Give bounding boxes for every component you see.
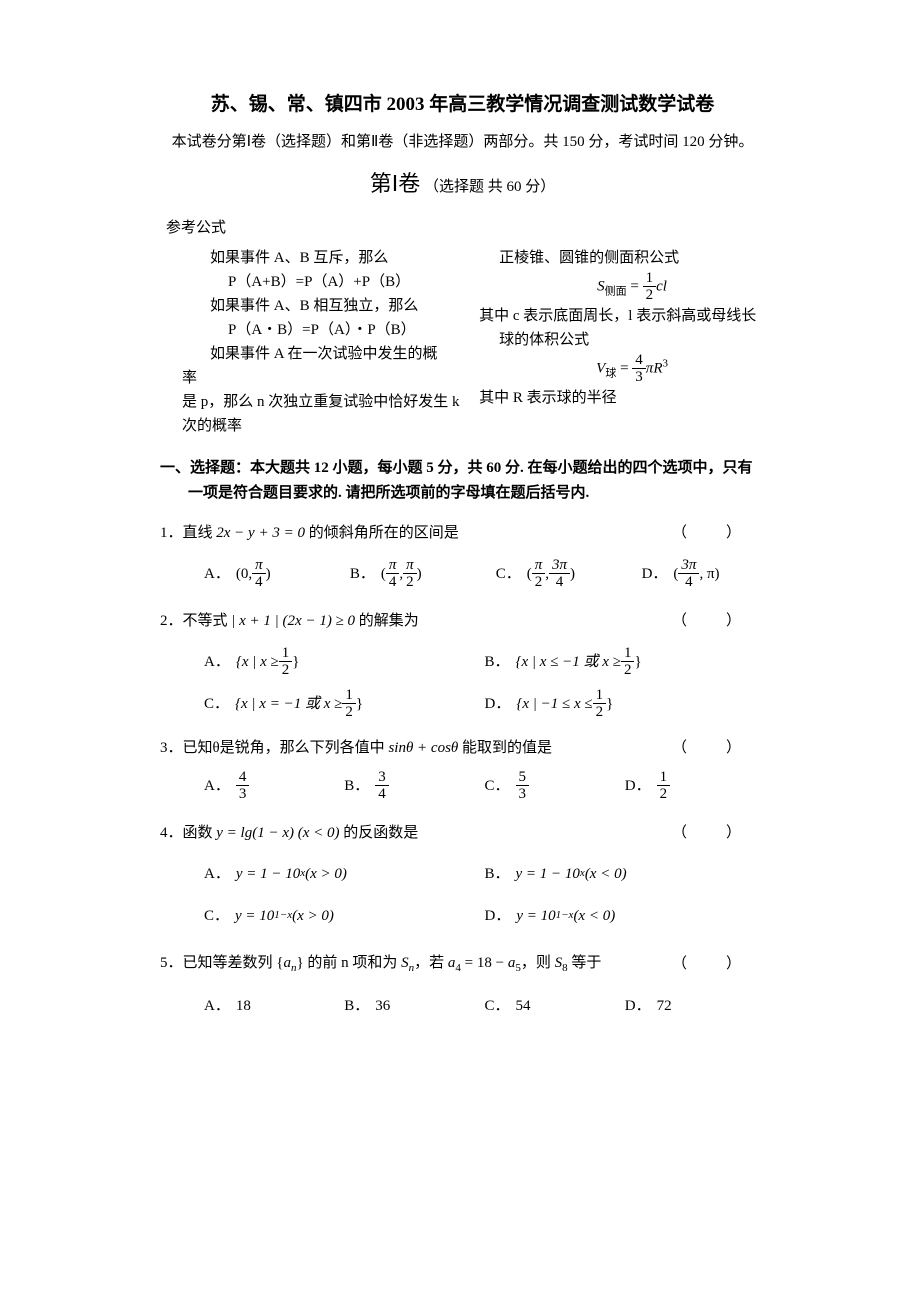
ref-l1: 如果事件 A、B 互斥，那么 bbox=[210, 246, 489, 270]
q4-options: A．y = 1 − 10x (x > 0) B．y = 1 − 10x (x <… bbox=[160, 853, 765, 937]
ref-r4: 球的体积公式 bbox=[499, 328, 765, 352]
question-5: 5．已知等差数列 {an} 的前 n 项和为 Sn，若 a4 = 18 − a5… bbox=[160, 951, 765, 1028]
q2-opt-a: A．{x | x ≥ 12} bbox=[204, 641, 485, 683]
q5-options: A．18 B．36 C．54 D．72 bbox=[160, 985, 765, 1027]
q1-opt-c: C．(π2, 3π4) bbox=[496, 553, 642, 595]
exam-subtitle: 本试卷分第Ⅰ卷（选择题）和第Ⅱ卷（非选择题）两部分。共 150 分，考试时间 1… bbox=[160, 130, 765, 154]
ref-l7: 次的概率 bbox=[182, 414, 489, 438]
question-1: 1．直线 2x − y + 3 = 0 的倾斜角所在的区间是 （ ） A．(0,… bbox=[160, 521, 765, 595]
q1-stem: 1．直线 2x − y + 3 = 0 的倾斜角所在的区间是 （ ） bbox=[160, 521, 765, 545]
reference-formulas: 如果事件 A、B 互斥，那么 P（A+B）=P（A）+P（B） 如果事件 A、B… bbox=[160, 246, 765, 438]
exam-title: 苏、锡、常、镇四市 2003 年高三教学情况调查测试数学试卷 bbox=[160, 90, 765, 120]
q2-stem: 2．不等式 | x + 1 | (2x − 1) ≥ 0 的解集为 （ ） bbox=[160, 609, 765, 633]
ref-r1: 正棱锥、圆锥的侧面积公式 bbox=[499, 246, 765, 270]
answer-bracket: （ ） bbox=[672, 609, 765, 633]
q4-opt-a: A．y = 1 − 10x (x > 0) bbox=[204, 853, 485, 895]
section-big: 第Ⅰ卷 bbox=[370, 171, 421, 196]
q3-opt-d: D．12 bbox=[625, 765, 765, 807]
q1-options: A．(0, π4) B．(π4, π2) C．(π2, 3π4) D．(3π4,… bbox=[160, 553, 765, 595]
reference-right-col: 正棱锥、圆锥的侧面积公式 S侧面 = 12cl 其中 c 表示底面周长，l 表示… bbox=[489, 246, 765, 438]
q4-opt-b: B．y = 1 − 10x (x < 0) bbox=[485, 853, 766, 895]
instruct-l2: 一项是符合题目要求的. 请把所选项前的字母填在题后括号内. bbox=[160, 481, 765, 507]
q1-opt-a: A．(0, π4) bbox=[204, 553, 350, 595]
section-header: 第Ⅰ卷 （选择题 共 60 分） bbox=[160, 166, 765, 201]
q4-stem: 4．函数 y = lg(1 − x) (x < 0) 的反函数是 （ ） bbox=[160, 821, 765, 845]
ref-l2: P（A+B）=P（A）+P（B） bbox=[210, 270, 489, 294]
reference-label: 参考公式 bbox=[166, 216, 765, 240]
answer-bracket: （ ） bbox=[672, 821, 765, 845]
answer-bracket: （ ） bbox=[672, 739, 765, 757]
ref-r5: V球 = 43πR3 bbox=[499, 352, 765, 386]
q3-options: A．43 B．34 C．53 D．12 bbox=[160, 765, 765, 807]
q2-options: A．{x | x ≥ 12} B．{x | x ≤ −1 或 x ≥ 12} C… bbox=[160, 641, 765, 725]
question-4: 4．函数 y = lg(1 − x) (x < 0) 的反函数是 （ ） A．y… bbox=[160, 821, 765, 937]
ref-r6: 其中 R 表示球的半径 bbox=[479, 386, 765, 410]
q3-opt-c: C．53 bbox=[485, 765, 625, 807]
q3-stem: 3．已知θ是锐角，那么下列各值中 sinθ + cosθ 能取到的值是 （ ） bbox=[160, 739, 765, 757]
q5-opt-a: A．18 bbox=[204, 985, 344, 1027]
q4-opt-c: C．y = 101−x (x > 0) bbox=[204, 895, 485, 937]
question-2: 2．不等式 | x + 1 | (2x − 1) ≥ 0 的解集为 （ ） A．… bbox=[160, 609, 765, 725]
ref-l5a: 如果事件 A 在一次试验中发生的概 bbox=[210, 342, 489, 366]
q3-opt-b: B．34 bbox=[344, 765, 484, 807]
ref-l4: P（A・B）=P（A）・P（B） bbox=[210, 318, 489, 342]
ref-l6: 是 p，那么 n 次独立重复试验中恰好发生 k bbox=[182, 390, 489, 414]
q2-opt-d: D．{x | −1 ≤ x ≤ 12} bbox=[485, 683, 766, 725]
q2-opt-c: C．{x | x = −1 或 x ≥ 12} bbox=[204, 683, 485, 725]
q2-opt-b: B．{x | x ≤ −1 或 x ≥ 12} bbox=[485, 641, 766, 683]
q5-opt-d: D．72 bbox=[625, 985, 765, 1027]
ref-r3: 其中 c 表示底面周长，l 表示斜高或母线长 bbox=[479, 304, 765, 328]
answer-bracket: （ ） bbox=[672, 952, 765, 976]
q3-opt-a: A．43 bbox=[204, 765, 344, 807]
question-3: 3．已知θ是锐角，那么下列各值中 sinθ + cosθ 能取到的值是 （ ） … bbox=[160, 739, 765, 807]
ref-l3: 如果事件 A、B 相互独立，那么 bbox=[210, 294, 489, 318]
q5-opt-c: C．54 bbox=[485, 985, 625, 1027]
q1-opt-b: B．(π4, π2) bbox=[350, 553, 496, 595]
q5-opt-b: B．36 bbox=[344, 985, 484, 1027]
answer-bracket: （ ） bbox=[672, 521, 765, 545]
ref-l5b: 率 bbox=[182, 366, 489, 390]
instruct-l1: 一、选择题：本大题共 12 小题，每小题 5 分，共 60 分. 在每小题给出的… bbox=[160, 456, 765, 482]
q5-stem: 5．已知等差数列 {an} 的前 n 项和为 Sn，若 a4 = 18 − a5… bbox=[160, 951, 765, 978]
ref-r2: S侧面 = 12cl bbox=[499, 270, 765, 304]
section-small: （选择题 共 60 分） bbox=[424, 179, 555, 195]
q1-opt-d: D．(3π4, π) bbox=[642, 553, 765, 595]
reference-left-col: 如果事件 A、B 互斥，那么 P（A+B）=P（A）+P（B） 如果事件 A、B… bbox=[160, 246, 489, 438]
q4-opt-d: D．y = 101−x (x < 0) bbox=[485, 895, 766, 937]
section-instruction: 一、选择题：本大题共 12 小题，每小题 5 分，共 60 分. 在每小题给出的… bbox=[160, 456, 765, 507]
